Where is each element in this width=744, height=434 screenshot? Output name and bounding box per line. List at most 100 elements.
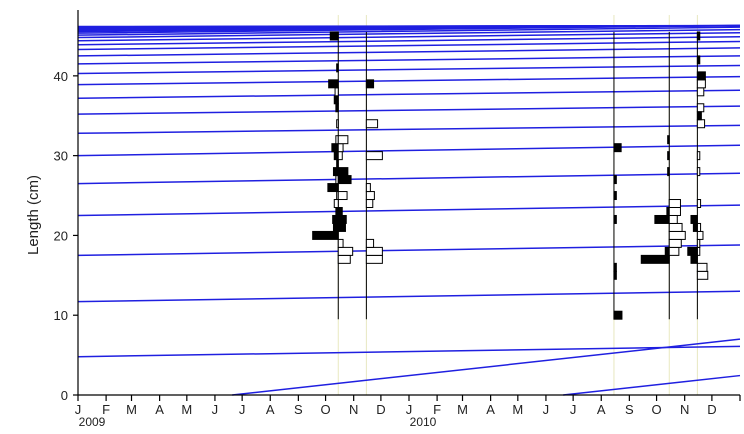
x-tick-label: S — [294, 402, 303, 417]
histogram-bar — [365, 238, 375, 248]
histogram-bar — [337, 143, 344, 153]
x-tick-label: A — [486, 402, 495, 417]
x-tick-label: N — [349, 402, 358, 417]
x-tick-label: J — [543, 402, 550, 417]
histogram-bar — [333, 95, 339, 105]
histogram-bar — [328, 79, 339, 89]
histogram-bar — [337, 191, 348, 201]
y-tick-label: 10 — [54, 308, 68, 323]
histogram-bar — [654, 214, 670, 224]
x-tick-label: F — [433, 402, 441, 417]
growth-curve — [77, 36, 741, 46]
histogram-bar — [336, 119, 339, 129]
growth-curve — [77, 172, 741, 185]
histogram-bar — [613, 310, 623, 320]
x-tick-label: M — [512, 402, 523, 417]
x-tick-label: O — [321, 402, 331, 417]
histogram-bar — [337, 135, 349, 145]
growth-curve — [563, 374, 741, 396]
y-tick-label: 0 — [61, 388, 68, 403]
histogram-bar — [332, 214, 339, 224]
histogram-bar — [696, 238, 701, 248]
x-tick-label: J — [239, 402, 246, 417]
histogram-bar — [613, 143, 622, 153]
histogram-bar — [365, 191, 375, 201]
x-tick-label: S — [625, 402, 634, 417]
histogram-bar — [337, 167, 349, 177]
growth-curve — [77, 75, 741, 86]
histogram-bar — [696, 262, 708, 272]
histogram-bar — [333, 151, 339, 161]
histogram-bar — [329, 31, 339, 41]
y-tick-label: 40 — [54, 69, 68, 84]
x-tick-label: N — [680, 402, 689, 417]
growth-curve — [77, 28, 741, 39]
histogram-bar — [336, 63, 339, 73]
histogram-bar — [327, 183, 339, 193]
histogram-bar — [335, 103, 339, 113]
histogram-bar — [696, 119, 706, 129]
histogram-bar — [696, 230, 704, 240]
histogram-bar — [668, 222, 683, 232]
length-histograms — [312, 31, 709, 320]
y-tick-label: 20 — [54, 228, 68, 243]
growth-curve — [77, 89, 741, 99]
year-label: 2010 — [410, 415, 437, 429]
histogram-bar — [667, 167, 670, 177]
histogram-bar — [696, 71, 706, 81]
histogram-bar — [696, 55, 701, 65]
growth-curve — [77, 144, 741, 157]
histogram-bar — [365, 254, 383, 264]
histogram-bar — [337, 254, 351, 264]
histogram-bar — [332, 222, 339, 232]
histogram-bar — [696, 167, 701, 177]
x-tick-label: D — [707, 402, 716, 417]
histogram-bar — [334, 87, 339, 97]
histogram-bar — [333, 199, 339, 208]
y-tick-label: 30 — [54, 149, 68, 164]
growth-curve — [77, 124, 741, 135]
histogram-bar — [365, 183, 371, 193]
growth-curve — [77, 244, 741, 257]
histogram-bar — [667, 151, 670, 161]
y-axis-title: Length (cm) — [25, 175, 42, 255]
histogram-bar — [613, 175, 617, 185]
histogram-bar — [696, 151, 701, 161]
year-label: 2009 — [79, 415, 106, 429]
x-tick-label: A — [597, 402, 606, 417]
histogram-bar — [331, 143, 339, 153]
growth-curve — [77, 32, 741, 42]
x-tick-label: M — [457, 402, 468, 417]
growth-curves — [77, 24, 741, 396]
histogram-bar — [365, 151, 383, 161]
histogram-bar — [365, 119, 379, 129]
growth-curve — [77, 26, 741, 36]
histogram-bar — [690, 214, 698, 224]
histogram-bar — [332, 167, 339, 177]
histogram-bar — [613, 270, 617, 280]
histogram-bar — [696, 199, 702, 208]
histogram-bar — [690, 254, 698, 264]
sample-guides — [337, 15, 698, 395]
histogram-bar — [337, 246, 354, 256]
histogram-bar — [664, 246, 670, 256]
histogram-bar — [696, 87, 705, 97]
histogram-bar — [365, 199, 374, 208]
histogram-bar — [668, 199, 681, 208]
histogram-bar — [365, 79, 375, 89]
histogram-bar — [668, 246, 680, 256]
growth-curve — [77, 290, 741, 303]
x-tick-label: J — [212, 402, 219, 417]
histogram-bar — [337, 175, 352, 185]
axes: 0 10 20 30 40 J F M A M J J A S O N D J F M A M J J A S O N D 2009 201… — [54, 10, 741, 429]
x-tick-label: J — [406, 402, 413, 417]
growth-curve — [77, 64, 741, 75]
growth-curve — [77, 105, 741, 115]
histogram-bar — [613, 191, 617, 201]
histogram-bar — [613, 262, 617, 272]
histogram-bar — [692, 222, 698, 232]
x-tick-label: M — [126, 402, 137, 417]
histogram-bar — [696, 103, 705, 113]
histogram-bar — [668, 207, 681, 216]
histogram-bar — [668, 238, 682, 248]
